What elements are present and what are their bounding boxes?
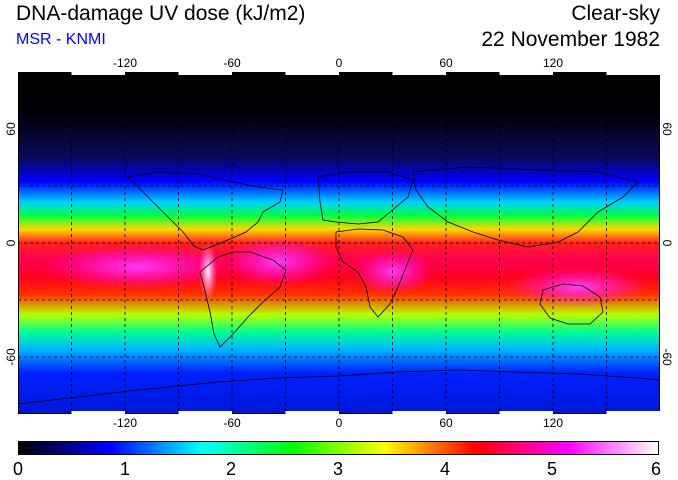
colorbar-label: 4 bbox=[439, 459, 451, 479]
frame-ticks bbox=[71, 72, 660, 414]
source-label: MSR - KNMI bbox=[16, 31, 106, 48]
lon-tick-bottom: 60 bbox=[439, 416, 453, 430]
lat-tick-left: 0 bbox=[4, 239, 18, 247]
hotspot-east-pacific bbox=[43, 245, 233, 289]
lon-tick-top: 0 bbox=[335, 56, 343, 70]
hotspot-australia bbox=[508, 267, 648, 307]
colorbar-label: 6 bbox=[650, 459, 662, 479]
lat-tick-right: 0 bbox=[660, 239, 674, 247]
date-label: 22 November 1982 bbox=[481, 28, 660, 51]
gridlines bbox=[18, 72, 660, 414]
lat-tick-right: -60 bbox=[660, 348, 674, 366]
lon-tick-bottom: -120 bbox=[112, 416, 138, 430]
lon-tick-top: -60 bbox=[223, 56, 241, 70]
lon-tick-top: 60 bbox=[439, 56, 453, 70]
colorbar-label: 2 bbox=[225, 459, 237, 479]
colorbar-label: 0 bbox=[12, 459, 24, 479]
lon-tick-bottom: -60 bbox=[223, 416, 241, 430]
coastlines bbox=[18, 166, 660, 405]
colorbar-label: 3 bbox=[332, 459, 344, 479]
lon-tick-bottom: 0 bbox=[335, 416, 343, 430]
chart-title: DNA-damage UV dose (kJ/m2) bbox=[16, 2, 306, 25]
lon-tick-top: 120 bbox=[542, 56, 564, 70]
colorbar bbox=[18, 441, 659, 455]
uv-dose-map bbox=[18, 72, 660, 414]
colorbar-label: 1 bbox=[119, 459, 131, 479]
lat-tick-left: 60 bbox=[4, 122, 18, 136]
hotspot-andes bbox=[199, 242, 217, 302]
lat-tick-right: 60 bbox=[660, 122, 674, 136]
hotspot-south-america bbox=[223, 237, 333, 287]
lat-tick-left: -60 bbox=[4, 348, 18, 366]
sky-condition-label: Clear-sky bbox=[571, 2, 660, 25]
lon-tick-bottom: 120 bbox=[542, 416, 564, 430]
colorbar-label: 5 bbox=[546, 459, 558, 479]
hotspot-southern-africa bbox=[353, 250, 433, 294]
lon-tick-top: -120 bbox=[112, 56, 138, 70]
